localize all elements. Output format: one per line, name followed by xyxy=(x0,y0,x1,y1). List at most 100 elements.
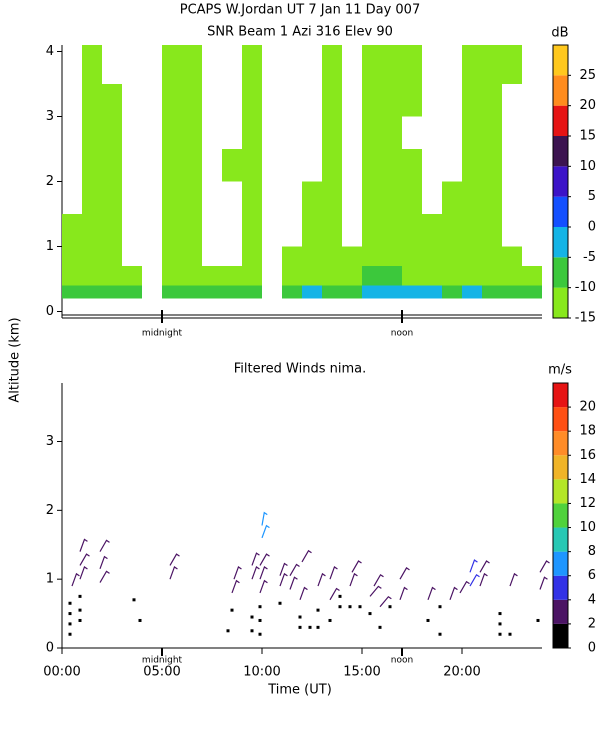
colorbar-tick-label: 25 xyxy=(579,68,596,83)
colorbar-swatch xyxy=(553,75,568,106)
heat-cell xyxy=(482,84,502,117)
heat-cell xyxy=(222,149,242,182)
x-tick-label: noon xyxy=(391,329,413,339)
heat-cell xyxy=(502,246,522,266)
wind-barb xyxy=(509,572,518,587)
heat-cell xyxy=(62,214,82,247)
heat-cell xyxy=(482,116,502,149)
calm-point xyxy=(78,608,82,612)
wind-barb xyxy=(399,586,408,601)
calm-point xyxy=(498,632,502,636)
wind-barb xyxy=(479,572,488,587)
heat-cell xyxy=(322,116,342,149)
heat-cell xyxy=(82,45,102,84)
colorbar-swatch xyxy=(553,551,568,576)
colorbar-swatch xyxy=(553,105,568,136)
heat-cell xyxy=(522,285,542,299)
heat-cell xyxy=(202,285,222,299)
colorbar-tick-label: 10 xyxy=(579,520,596,535)
heat-cell xyxy=(62,246,82,266)
heat-cell xyxy=(242,181,262,214)
heat-cell xyxy=(222,285,242,299)
heat-cell xyxy=(382,214,402,247)
heat-cell xyxy=(402,266,422,286)
y-tick-label: 1 xyxy=(46,239,54,254)
heat-cell xyxy=(242,116,262,149)
wind-barb xyxy=(459,580,470,594)
colorbar-tick-label: 20 xyxy=(579,400,596,415)
heat-cell xyxy=(422,246,442,266)
wind-barb xyxy=(351,560,362,573)
wind-barb xyxy=(539,576,548,590)
colorbar-swatch xyxy=(553,599,568,624)
heat-cell xyxy=(182,214,202,247)
colorbar-frame xyxy=(552,44,569,319)
heat-cell xyxy=(362,45,382,84)
heat-cell xyxy=(382,246,402,266)
heat-cell xyxy=(242,45,262,84)
heat-cell xyxy=(282,285,302,299)
heat-cell xyxy=(182,149,202,182)
heat-cell xyxy=(322,266,342,286)
wind-barb xyxy=(469,573,480,587)
heat-cell xyxy=(82,149,102,182)
heat-cell xyxy=(302,181,322,214)
wind-barb xyxy=(279,572,288,587)
x-tick-label: 05:00 xyxy=(143,665,180,680)
wind-barb xyxy=(233,566,242,580)
y-tick-label: 3 xyxy=(46,434,54,449)
wind-barb xyxy=(427,586,436,601)
calm-point xyxy=(138,618,142,622)
heat-cell xyxy=(162,266,182,286)
calm-point xyxy=(308,625,312,629)
heat-cell xyxy=(102,214,122,247)
heat-cell xyxy=(102,116,122,149)
wind-barb xyxy=(399,567,410,580)
heat-cell xyxy=(122,285,142,299)
heat-cell xyxy=(462,181,482,214)
calm-point xyxy=(426,618,430,622)
calm-point xyxy=(258,618,262,622)
colorbar-tick-label: 12 xyxy=(579,496,596,511)
heat-cell xyxy=(122,266,142,286)
wind-barb xyxy=(259,566,268,580)
wind-barb xyxy=(259,553,270,566)
colorbar-tick-label: 0 xyxy=(588,641,596,656)
heat-cell xyxy=(362,116,382,149)
heat-cell xyxy=(402,84,422,117)
heat-cell xyxy=(362,149,382,182)
colorbar-tick-label: 5 xyxy=(588,189,596,204)
colorbar-tick-label: 0 xyxy=(588,220,596,235)
heat-cell xyxy=(502,266,522,286)
y-tick-label: 2 xyxy=(46,174,54,189)
heat-cell xyxy=(62,285,82,299)
wind-barb xyxy=(349,572,358,587)
heat-cell xyxy=(162,246,182,266)
x-tick-label: 10:00 xyxy=(243,665,280,680)
heat-cell xyxy=(242,285,262,299)
wind-barb xyxy=(369,585,382,597)
heat-cell xyxy=(422,266,442,286)
calm-point xyxy=(316,608,320,612)
calm-point xyxy=(388,605,392,609)
colorbar-swatch xyxy=(553,527,568,552)
wind-barb xyxy=(79,566,88,580)
colorbar-tick-label: 2 xyxy=(588,616,596,631)
heat-cell xyxy=(502,45,522,84)
heat-cell xyxy=(322,214,342,247)
calm-point xyxy=(498,622,502,626)
heat-cell xyxy=(182,84,202,117)
heat-cell xyxy=(242,84,262,117)
heat-cell xyxy=(402,285,422,299)
colorbar-tick-label: 15 xyxy=(579,129,596,144)
calm-point xyxy=(250,629,254,633)
x-tick-label: 20:00 xyxy=(443,665,480,680)
calm-point xyxy=(68,632,72,636)
calm-point xyxy=(68,612,72,616)
colorbar-swatch xyxy=(553,623,568,648)
wind-barb xyxy=(169,566,178,580)
colorbar-tick-label: 14 xyxy=(579,472,596,487)
heat-cell xyxy=(342,246,362,266)
calm-point xyxy=(298,615,302,619)
wind-barb xyxy=(317,572,326,587)
